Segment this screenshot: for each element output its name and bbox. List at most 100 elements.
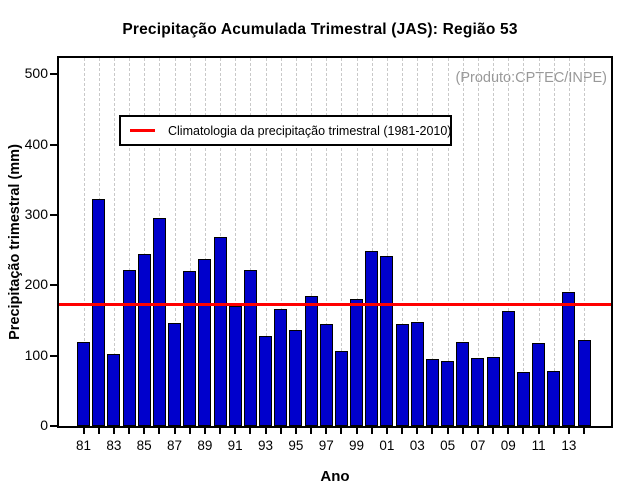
x-tick-label: 87 (167, 438, 183, 453)
gridline (432, 58, 434, 426)
climatology-line (59, 302, 611, 306)
x-tick (567, 428, 570, 434)
x-tick-label: 99 (349, 438, 365, 453)
x-tick-label: 01 (379, 438, 395, 453)
gridline (295, 58, 297, 426)
bar-81 (77, 342, 90, 426)
bar-02 (395, 324, 409, 426)
bar-97 (319, 324, 333, 426)
x-tick-label: 09 (500, 438, 516, 453)
bar-13 (562, 292, 576, 426)
y-tick-label: 300 (24, 205, 48, 222)
bar-94 (274, 309, 288, 426)
bar-85 (137, 254, 151, 426)
x-tick (264, 428, 267, 434)
x-tick (249, 428, 252, 434)
bar-83 (107, 354, 121, 426)
legend-label: Climatologia da precipitação trimestral … (168, 123, 452, 138)
gridline (371, 58, 373, 426)
x-tick (416, 428, 419, 434)
bar-07 (471, 358, 485, 426)
x-tick (310, 428, 313, 434)
x-tick (537, 428, 540, 434)
y-axis-title: Precipitação trimestral (mm) (7, 144, 23, 340)
bar-93 (259, 336, 273, 426)
x-tick (355, 428, 358, 434)
x-tick (552, 428, 555, 434)
gridline (523, 58, 525, 426)
gridline (538, 58, 540, 426)
gridline (356, 58, 358, 426)
x-tick-label: 07 (470, 438, 486, 453)
bar-04 (425, 359, 439, 426)
x-tick-label: 89 (197, 438, 213, 453)
bar-92 (243, 270, 257, 426)
x-tick (173, 428, 176, 434)
gridline (447, 58, 449, 426)
bar-09 (501, 311, 515, 426)
bar-89 (198, 259, 212, 426)
x-tick (219, 428, 222, 434)
x-tick-label: 13 (561, 438, 577, 453)
y-tick (50, 284, 58, 287)
x-tick (143, 428, 146, 434)
bar-03 (410, 322, 424, 426)
x-tick (325, 428, 328, 434)
chart-title: Precipitação Acumulada Trimestral (JAS):… (122, 21, 518, 38)
x-tick-label: 03 (409, 438, 425, 453)
x-tick-label: 85 (136, 438, 152, 453)
gridline (462, 58, 464, 426)
x-tick (234, 428, 237, 434)
x-tick (370, 428, 373, 434)
x-tick (97, 428, 100, 434)
y-tick (50, 73, 58, 76)
gridline (417, 58, 419, 426)
gridline (144, 58, 146, 426)
x-tick-label: 83 (106, 438, 122, 453)
gridline (129, 58, 130, 426)
x-tick (385, 428, 388, 434)
bar-01 (380, 256, 394, 426)
y-tick (50, 354, 58, 357)
bar-84 (122, 270, 136, 426)
x-tick-label: 05 (440, 438, 456, 453)
bar-08 (486, 357, 500, 426)
bar-14 (577, 340, 591, 426)
gridline (280, 58, 282, 426)
bar-90 (213, 237, 227, 426)
x-tick-label: 97 (318, 438, 334, 453)
x-tick (203, 428, 206, 434)
bar-06 (456, 342, 470, 426)
y-tick (50, 143, 58, 146)
gridline (493, 58, 495, 426)
x-tick-label: 11 (531, 438, 546, 453)
gridline (568, 58, 570, 426)
y-tick (50, 425, 58, 427)
gridline (250, 58, 252, 426)
x-tick (476, 428, 479, 434)
bar-87 (168, 323, 182, 426)
bar-10 (516, 372, 530, 426)
gridline (326, 58, 328, 426)
x-tick (461, 428, 464, 434)
gridline (189, 58, 191, 426)
gridline (204, 58, 206, 426)
x-tick (492, 428, 495, 434)
y-tick-label: 400 (24, 135, 48, 152)
bar-98 (334, 351, 348, 426)
gridline (584, 58, 586, 426)
y-tick (50, 213, 58, 216)
x-tick (112, 428, 115, 434)
gridline (174, 58, 176, 426)
bar-95 (289, 330, 303, 426)
x-tick (128, 428, 130, 434)
bar-00 (365, 251, 379, 426)
bar-82 (92, 199, 106, 426)
gridline (477, 58, 479, 426)
x-tick (522, 428, 525, 434)
x-tick-label: 95 (288, 438, 304, 453)
bar-91 (228, 306, 242, 426)
gridline (386, 58, 388, 426)
gridline (311, 58, 313, 426)
bar-88 (183, 271, 197, 426)
